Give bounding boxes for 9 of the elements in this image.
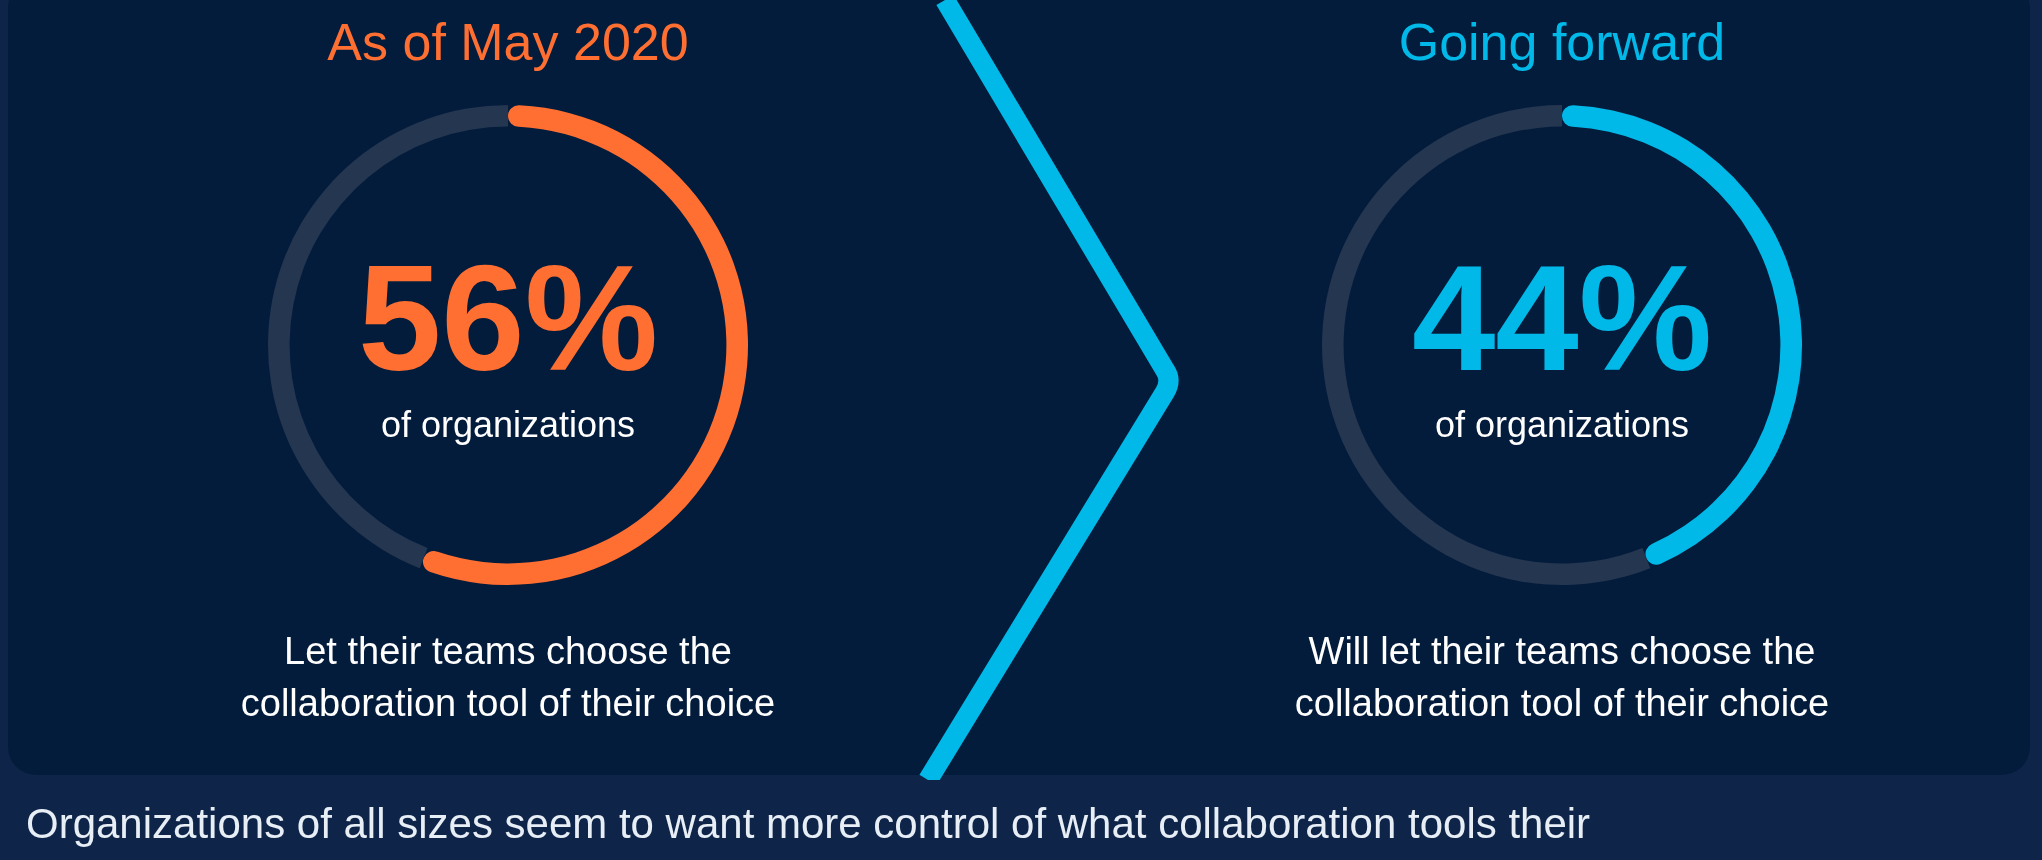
text: of organizations: [379, 404, 637, 446]
data-label: 44%: [1411, 234, 1713, 402]
text: of organizations: [1433, 404, 1691, 446]
text: Let their teams choose the collaboration tool of their choice: [239, 629, 777, 726]
chart-title: As of May 2020: [326, 12, 690, 72]
chart-title: Going forward: [1397, 12, 1727, 72]
text: Will let their teams choose the collaboration tool of their choice: [1293, 629, 1831, 726]
data-label: 56%: [357, 234, 659, 402]
text: Organizations of all sizes seem to want more control of what collaboration tools their: [26, 800, 1591, 848]
